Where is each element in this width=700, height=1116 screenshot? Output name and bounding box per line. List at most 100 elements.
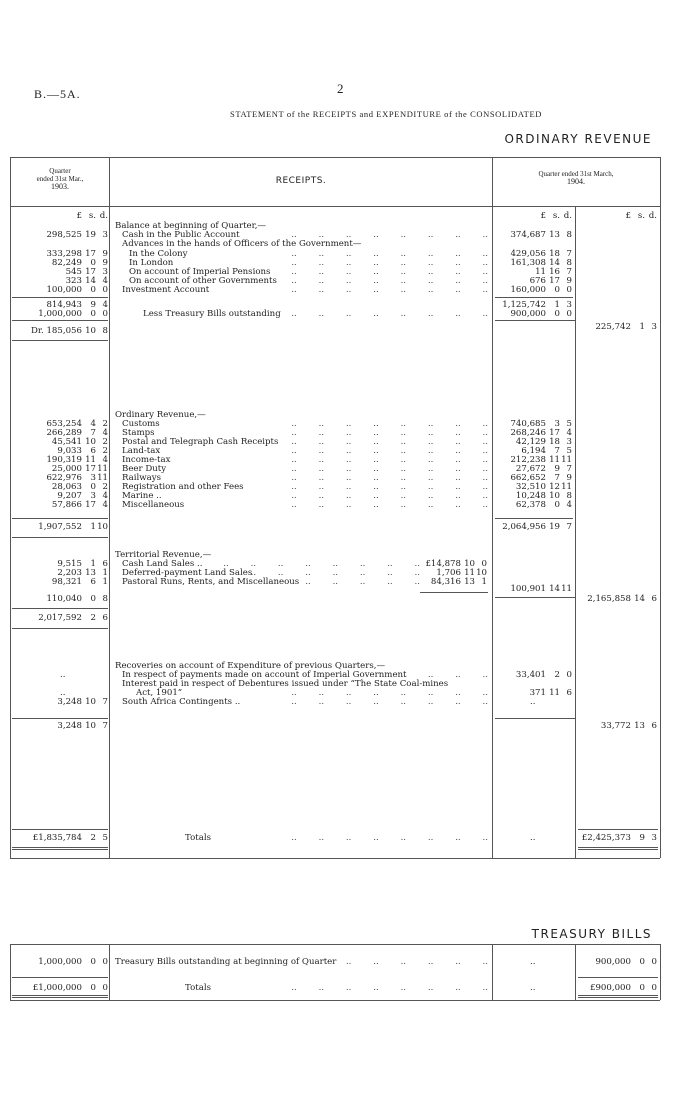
pounds: 814,943 [46, 300, 82, 310]
pounds: 2,064,956 [502, 522, 546, 532]
shillings: 0 [90, 957, 96, 967]
pence: 0 [102, 983, 108, 993]
shillings: s. [637, 211, 645, 221]
rule [578, 977, 658, 978]
shillings: 10 [85, 697, 96, 707]
amount-c3: 6,194 7 5 [486, 447, 572, 456]
rule [12, 997, 108, 998]
dot-leader [284, 310, 488, 319]
pounds: 6,194 [521, 446, 546, 456]
amount-c4: £2,425,373 9 3 [571, 834, 657, 843]
rule [495, 297, 573, 298]
pence: 2 [102, 437, 108, 447]
dot-leader [270, 277, 488, 286]
pounds: 11 [535, 267, 546, 277]
pence: 0 [651, 983, 657, 993]
row-label: Railways [122, 473, 162, 483]
amount-c4: £900,000 0 0 [571, 984, 657, 993]
pence: 9 [102, 258, 108, 268]
row-label: Ordinary Revenue,— [115, 410, 206, 420]
shillings: 10 [85, 721, 96, 731]
pounds: 2,203 [57, 568, 82, 578]
pence: 4 [566, 500, 572, 510]
pounds: £2,425,373 [581, 833, 631, 843]
treasury-bills-title: TREASURY BILLS [531, 927, 652, 941]
row-label: In respect of payments made on account o… [122, 670, 407, 680]
amount-c1: 3,248 10 7 [22, 722, 108, 731]
shillings: 9 [90, 300, 96, 310]
pounds: £1,000,000 [32, 983, 82, 993]
pounds: 333,298 [46, 249, 82, 259]
shillings: 17 [549, 428, 560, 438]
rule [578, 829, 658, 830]
row-label: On account of other Governments [129, 276, 277, 286]
pence: 4 [102, 500, 108, 510]
amount-c1: 28,063 0 2 [22, 483, 108, 492]
row-label: Beer Duty [122, 464, 167, 474]
row-label: Treasury Bills outstanding at beginning … [115, 957, 337, 967]
pounds: 212,238 [510, 455, 546, 465]
shillings: 19 [549, 522, 560, 532]
row-label: Totals [185, 833, 211, 843]
shillings: 1 [90, 559, 96, 569]
amount-c3: 11 16 7 [486, 268, 572, 277]
amount-c1: 100,000 0 0 [22, 286, 108, 295]
shillings: 3 [90, 491, 96, 501]
header-quarter-1904: Quarter ended 31st March, 1904. [492, 170, 660, 186]
amount-c3: 160,000 0 0 [486, 286, 572, 295]
amount-c1: 298,525 19 3 [22, 231, 108, 240]
shillings: 10 [464, 559, 475, 569]
shillings: 0 [554, 309, 560, 319]
shillings: 11 [85, 455, 96, 465]
amount-c3: 371 11 6 [486, 689, 572, 698]
shillings: 0 [639, 983, 645, 993]
pence: 9 [102, 249, 108, 259]
pounds: 161,308 [510, 258, 546, 268]
row-label: Less Treasury Bills outstanding [143, 309, 281, 319]
amount-c1: 45,541 10 2 [22, 438, 108, 447]
pounds: 9,515 [57, 559, 82, 569]
amount-c2: 84,316 13 1 [401, 578, 487, 587]
amount-c1: 266,289 7 4 [22, 429, 108, 438]
amount-c1: £1,835,784 2 5 [22, 834, 108, 843]
pounds: 190,319 [46, 455, 82, 465]
pounds: 42,129 [515, 437, 546, 447]
row-label: Advances in the hands of Officers of the… [122, 239, 362, 249]
pounds: 98,321 [51, 577, 82, 587]
pence: 3 [651, 322, 657, 332]
shillings: 16 [549, 267, 560, 277]
shillings: 6 [90, 577, 96, 587]
pence: 8 [566, 230, 572, 240]
pounds: £900,000 [589, 983, 631, 993]
shillings: 14 [549, 258, 560, 268]
rule [12, 340, 108, 341]
amount-c1: 9,033 6 2 [22, 447, 108, 456]
row-label: Miscellaneous [122, 500, 185, 510]
dot-leader [270, 268, 488, 277]
row-label: Pastoral Runs, Rents, and Miscellaneous [122, 577, 300, 587]
pounds: 268,246 [510, 428, 546, 438]
pounds: 622,976 [46, 473, 82, 483]
pounds: 9,207 [57, 491, 82, 501]
amount-c3-blank: .. [530, 983, 536, 993]
pounds: 3,248 [57, 721, 82, 731]
pence: 0 [566, 285, 572, 295]
header-line: 1904. [567, 177, 585, 186]
rule [12, 297, 108, 298]
pence: 2 [102, 419, 108, 429]
pounds: 1,000,000 [38, 309, 82, 319]
row-label: Totals [185, 983, 211, 993]
rule [578, 995, 658, 996]
rule [578, 847, 658, 848]
amount-c3: 2,064,956 19 7 [486, 523, 572, 532]
pounds: £1,835,784 [32, 833, 82, 843]
dot-leader [200, 250, 488, 259]
row-label: Act, 1901” [136, 688, 183, 698]
pounds: 662,652 [510, 473, 546, 483]
pence: 3 [102, 230, 108, 240]
pounds: 2,165,858 [587, 594, 631, 604]
dot-leader [200, 465, 488, 474]
pence: 6 [102, 613, 108, 623]
pence: 7 [566, 249, 572, 259]
amount-c3: 740,685 3 5 [486, 420, 572, 429]
